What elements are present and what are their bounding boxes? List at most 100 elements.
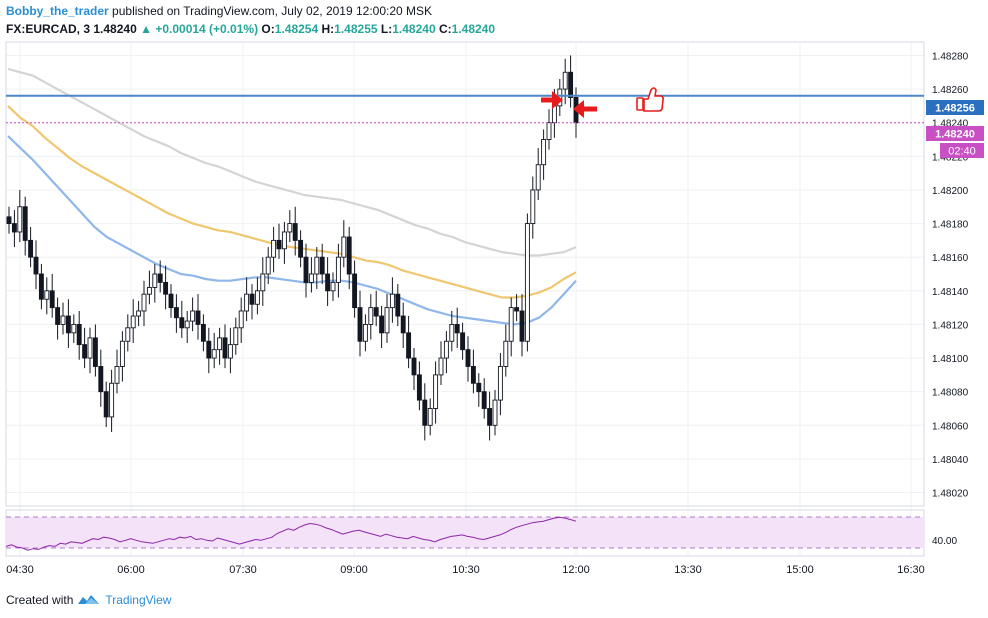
candle [114, 349, 120, 394]
rsi-line [5, 516, 577, 551]
price-axis[interactable]: 1.482801.482601.482401.482201.482001.481… [932, 51, 969, 499]
candle [519, 294, 525, 357]
candle [514, 294, 520, 322]
candle [460, 322, 466, 360]
close-value: 1.48240 [451, 22, 496, 36]
candle [195, 294, 201, 340]
published-text: published on TradingView.com, July 02, 2… [112, 4, 433, 18]
candle-body [141, 293, 147, 312]
candle-body [11, 223, 17, 233]
tradingview-brand[interactable]: TradingView [105, 593, 172, 607]
candle-body [211, 349, 217, 359]
candle-body [163, 281, 169, 295]
candle-body [114, 366, 120, 384]
time-axis[interactable]: 04:30 06:00 07:30 09:00 10:30 12:00 13:30 15:00… [6, 564, 925, 576]
candle [287, 210, 293, 243]
candle-body [190, 310, 196, 322]
candle [163, 265, 169, 310]
author-name[interactable]: Bobby_the_trader [6, 4, 109, 18]
candle-body [38, 273, 44, 300]
line-price-badge-text: 1.48256 [935, 103, 975, 115]
candle [541, 129, 547, 180]
candle [146, 270, 152, 305]
candle-body [481, 391, 487, 409]
candle [433, 361, 439, 424]
candle [109, 369, 115, 433]
close-label: C: [438, 22, 452, 36]
candle [141, 280, 147, 327]
price-badges: 1.48256 1.48240 02:40 [926, 100, 984, 158]
candle [6, 206, 12, 234]
candle-body [422, 399, 428, 426]
candle-body [524, 223, 530, 342]
candle-body [568, 71, 574, 98]
candle [568, 55, 574, 108]
candle [173, 294, 179, 333]
moving-averages [7, 67, 577, 326]
candle-body [465, 349, 471, 367]
candle [416, 361, 422, 411]
current-price-badge-text: 1.48240 [935, 129, 975, 141]
candle-body [325, 273, 331, 292]
candle [152, 263, 158, 303]
candle [319, 243, 325, 285]
candle-body [44, 290, 50, 300]
price-tick-label: 1.48120 [932, 320, 969, 331]
candle [265, 247, 271, 285]
candle-body [497, 366, 503, 401]
candle-body [265, 256, 271, 275]
candle-body [103, 391, 109, 418]
candle-body [281, 231, 287, 250]
candle-body [298, 239, 304, 258]
candle-body [82, 344, 88, 359]
candle [406, 316, 412, 369]
candle [454, 307, 460, 348]
candle-body [368, 307, 374, 325]
candle-body [119, 340, 125, 367]
candle [249, 284, 255, 320]
time-tick-label: 13:30 [674, 564, 702, 576]
footer: Created with TradingView [6, 593, 171, 607]
candle-body [438, 357, 444, 376]
candle-body [470, 366, 476, 384]
candle [11, 210, 17, 248]
arrow-left-icon [573, 100, 597, 118]
time-tick-label: 16:30 [897, 564, 925, 576]
low-label: L: [380, 22, 393, 36]
candle-body [65, 315, 71, 334]
candle-body [173, 307, 179, 319]
candle [308, 257, 314, 293]
candle-body [238, 310, 244, 329]
candle-body [352, 273, 358, 309]
candle-body [76, 323, 82, 346]
candle [190, 297, 196, 332]
candle [487, 391, 493, 441]
candle [103, 381, 109, 427]
candle [481, 378, 487, 419]
rsi-band [6, 517, 924, 548]
candle [206, 327, 212, 374]
candle-body [152, 273, 158, 288]
candle-body [244, 293, 250, 312]
candle-body [503, 340, 509, 367]
candle [65, 299, 71, 348]
candle [368, 294, 374, 340]
candle-body [87, 337, 93, 359]
price-tick-label: 1.48240 [932, 119, 969, 130]
candle [362, 314, 368, 352]
candle-body [330, 281, 336, 292]
candle [476, 373, 482, 407]
candle [465, 336, 471, 382]
price-tick-label: 1.48060 [932, 421, 969, 432]
candle-body [157, 273, 163, 283]
symbol-label: FX:EURCAD, 3 [6, 22, 91, 36]
candle [508, 297, 514, 357]
candle-body [217, 337, 223, 351]
price-tick-label: 1.48180 [932, 220, 969, 231]
candle-body [168, 293, 174, 309]
candle-body [98, 366, 104, 393]
candle-body [125, 327, 131, 342]
tradingview-logo-icon[interactable] [77, 593, 101, 607]
candle-body [389, 293, 395, 309]
